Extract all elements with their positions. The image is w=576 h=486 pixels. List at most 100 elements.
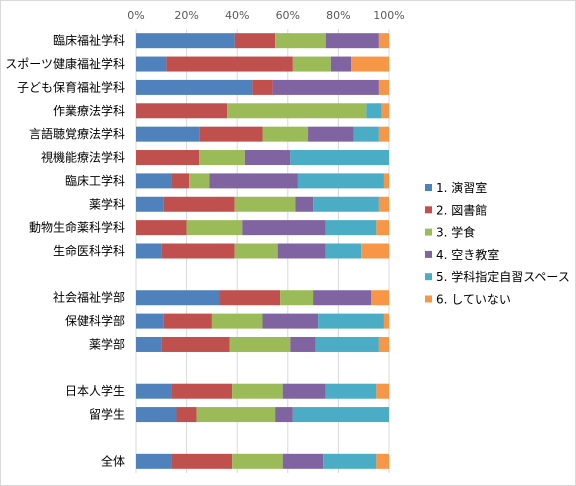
bar-segment: [196, 407, 276, 423]
bar-segment: [361, 243, 389, 259]
bar-segment: [186, 220, 243, 236]
bar-segment: [163, 196, 235, 212]
category-label: 子ども保育福祉学科: [17, 79, 125, 94]
bar-segment: [161, 243, 235, 259]
category-label: 薬学部: [89, 336, 125, 351]
category-label: 臨床福祉学科: [53, 33, 125, 48]
category-label: 臨床工学科: [65, 173, 125, 188]
bar-segment: [295, 196, 314, 212]
bar-segment: [136, 383, 172, 399]
bar-segment: [234, 33, 276, 49]
bar-segment: [323, 453, 377, 469]
bar-segment: [136, 79, 253, 95]
bar-segment: [277, 243, 326, 259]
bar-segment: [292, 56, 331, 72]
legend-label: 3. 学食: [436, 225, 475, 240]
bar-segment: [313, 290, 372, 306]
bar-segment: [234, 243, 278, 259]
x-tick-label: 0%: [127, 9, 144, 22]
bar-segment: [376, 453, 389, 469]
bar-segment: [136, 33, 235, 49]
bar-segment: [199, 126, 263, 142]
legend-swatch: [425, 184, 432, 191]
category-label: 社会福祉学部: [53, 290, 125, 305]
bar-segment: [383, 313, 389, 329]
bar-segment: [171, 173, 190, 189]
bar-segment: [325, 33, 379, 49]
legend-swatch: [425, 228, 432, 236]
bar-segment: [229, 336, 291, 352]
x-tick-label: 20%: [174, 9, 198, 22]
bar-segment: [325, 383, 377, 399]
bar-segment: [371, 290, 389, 306]
bar-segment: [282, 453, 324, 469]
bar-segment: [280, 290, 314, 306]
bar-segment: [262, 126, 309, 142]
bar-segment: [219, 290, 281, 306]
bar-segment: [378, 196, 389, 212]
bar-segment: [315, 336, 379, 352]
bar-segment: [290, 336, 316, 352]
bar-segment: [136, 243, 162, 259]
category-label: 日本人学生: [65, 383, 125, 398]
category-label: 留学生: [89, 407, 125, 422]
bar-segment: [136, 290, 220, 306]
bar-segment: [232, 383, 283, 399]
x-tick-label: 60%: [276, 9, 300, 22]
x-tick-label: 100%: [373, 9, 404, 22]
bar-segment: [136, 453, 172, 469]
bar-segment: [166, 56, 293, 72]
bar-segment: [313, 196, 379, 212]
category-label: 生命医科学科: [53, 243, 125, 258]
bar-segment: [136, 150, 200, 166]
bar-segment: [189, 173, 210, 189]
legend-label: 6. していない: [436, 293, 511, 307]
legend-label: 1. 演習室: [436, 180, 487, 195]
legend-swatch: [425, 250, 432, 258]
bar-segment: [275, 33, 326, 49]
bar-segment: [318, 313, 384, 329]
bar-segment: [171, 453, 233, 469]
bar-segment: [199, 150, 245, 166]
category-label: 視機能療法学科: [41, 150, 125, 165]
bar-segment: [330, 56, 352, 72]
bar-segment: [244, 150, 291, 166]
bar-segment: [161, 336, 230, 352]
bar-segment: [136, 103, 228, 119]
bar-segment: [136, 220, 187, 236]
legend-swatch: [425, 273, 432, 281]
bar-segment: [232, 453, 283, 469]
bar-segment: [376, 383, 389, 399]
legend-swatch: [425, 206, 432, 214]
bar-segment: [252, 79, 273, 95]
category-label: 薬学科: [89, 196, 125, 211]
bar-segment: [282, 383, 326, 399]
category-label: 作業療法学科: [53, 103, 125, 118]
bar-segment: [308, 126, 354, 142]
bar-segment: [136, 173, 172, 189]
bar-segment: [275, 407, 293, 423]
bar-segment: [227, 103, 367, 119]
category-label: 言語聴覚療法学科: [29, 126, 125, 141]
bar-segment: [353, 126, 379, 142]
bar-segment: [290, 150, 389, 166]
bar-segment: [171, 383, 233, 399]
category-label: 動物生命薬科学科: [29, 220, 125, 235]
bar-segment: [378, 33, 389, 49]
bar-segment: [136, 336, 162, 352]
legend-label: 5. 学科指定自習スペース: [436, 269, 570, 284]
bar-segment: [325, 243, 362, 259]
category-label: 全体: [101, 453, 125, 468]
x-tick-label: 80%: [326, 9, 350, 22]
bar-segment: [209, 173, 298, 189]
bar-segment: [381, 103, 389, 119]
bar-segment: [292, 407, 389, 423]
bar-segment: [136, 313, 164, 329]
category-label: スポーツ健康福祉学科: [5, 56, 125, 71]
bar-segment: [136, 56, 167, 72]
bar-segment: [211, 313, 263, 329]
bar-segment: [383, 173, 389, 189]
bar-segment: [351, 56, 389, 72]
legend-label: 4. 空き教室: [436, 247, 499, 262]
